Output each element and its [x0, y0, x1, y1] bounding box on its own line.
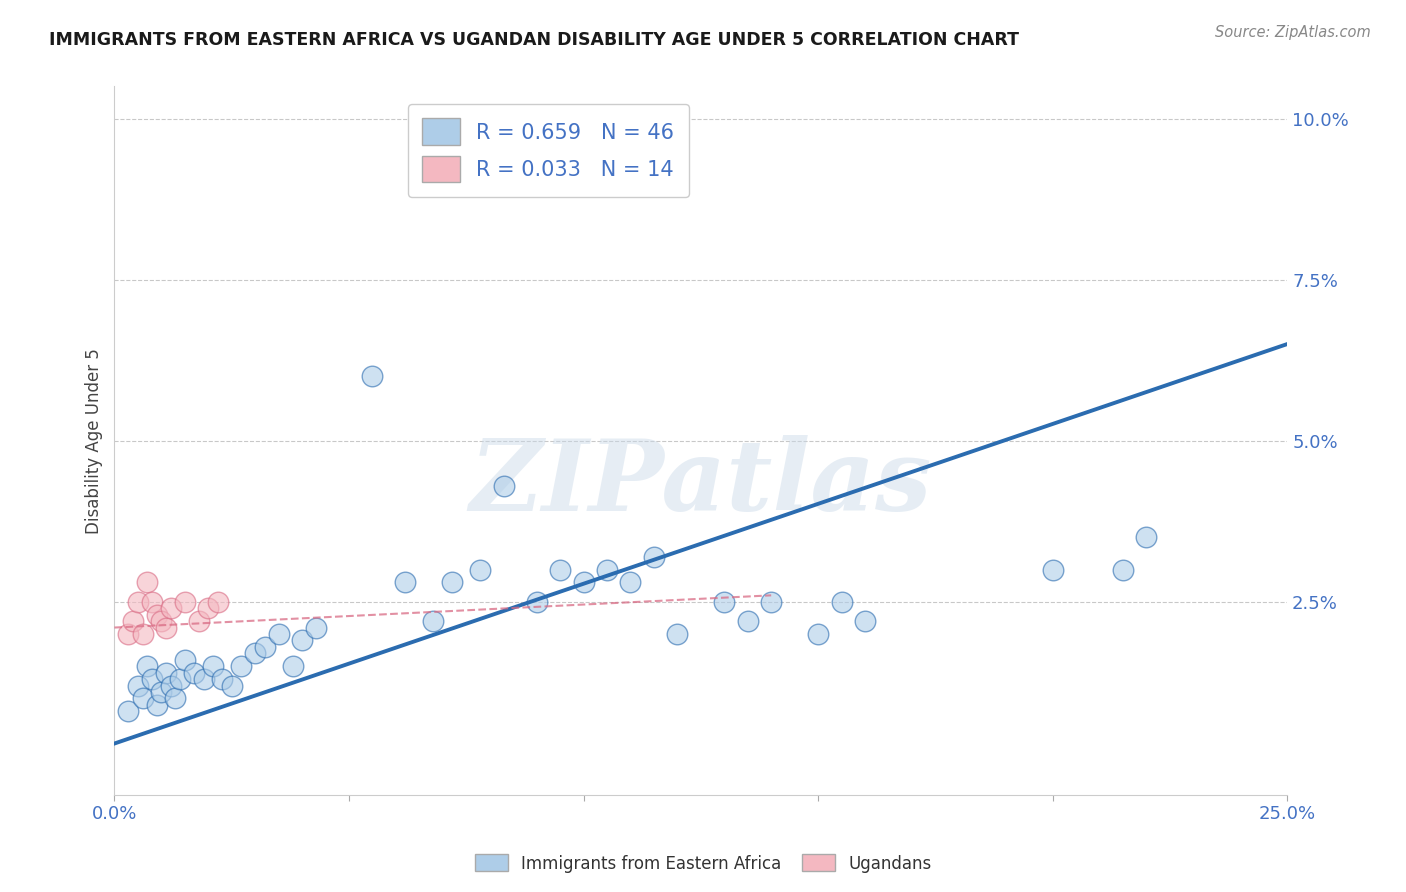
- Point: [122, 614, 145, 628]
- Point: [221, 679, 243, 693]
- Point: [211, 672, 233, 686]
- Point: [267, 627, 290, 641]
- Text: Source: ZipAtlas.com: Source: ZipAtlas.com: [1215, 25, 1371, 40]
- Point: [470, 563, 492, 577]
- Point: [361, 369, 384, 384]
- Point: [759, 595, 782, 609]
- Point: [422, 614, 444, 628]
- Legend: R = 0.659   N = 46, R = 0.033   N = 14: R = 0.659 N = 46, R = 0.033 N = 14: [408, 103, 689, 197]
- Point: [253, 640, 276, 654]
- Point: [526, 595, 548, 609]
- Point: [173, 595, 195, 609]
- Point: [183, 665, 205, 680]
- Point: [197, 601, 219, 615]
- Text: ZIPatlas: ZIPatlas: [470, 435, 932, 532]
- Point: [643, 549, 665, 564]
- Point: [201, 659, 224, 673]
- Point: [150, 685, 173, 699]
- Point: [141, 595, 163, 609]
- Point: [159, 679, 181, 693]
- Point: [492, 479, 515, 493]
- Legend: Immigrants from Eastern Africa, Ugandans: Immigrants from Eastern Africa, Ugandans: [468, 847, 938, 880]
- Point: [127, 595, 149, 609]
- Y-axis label: Disability Age Under 5: Disability Age Under 5: [86, 348, 103, 533]
- Point: [141, 672, 163, 686]
- Point: [169, 672, 191, 686]
- Point: [305, 621, 328, 635]
- Point: [737, 614, 759, 628]
- Point: [155, 621, 177, 635]
- Point: [155, 665, 177, 680]
- Point: [1042, 563, 1064, 577]
- Point: [187, 614, 209, 628]
- Point: [117, 704, 139, 718]
- Point: [127, 679, 149, 693]
- Point: [150, 614, 173, 628]
- Point: [136, 575, 159, 590]
- Point: [131, 691, 153, 706]
- Point: [117, 627, 139, 641]
- Point: [596, 563, 619, 577]
- Point: [548, 563, 571, 577]
- Point: [572, 575, 595, 590]
- Point: [229, 659, 252, 673]
- Point: [441, 575, 464, 590]
- Point: [131, 627, 153, 641]
- Point: [807, 627, 830, 641]
- Point: [619, 575, 641, 590]
- Point: [207, 595, 229, 609]
- Point: [831, 595, 853, 609]
- Point: [136, 659, 159, 673]
- Point: [145, 607, 167, 622]
- Point: [165, 691, 187, 706]
- Point: [145, 698, 167, 712]
- Point: [1112, 563, 1135, 577]
- Point: [853, 614, 876, 628]
- Point: [394, 575, 416, 590]
- Point: [291, 633, 314, 648]
- Point: [193, 672, 215, 686]
- Point: [666, 627, 689, 641]
- Point: [173, 653, 195, 667]
- Point: [159, 601, 181, 615]
- Point: [243, 646, 266, 660]
- Text: IMMIGRANTS FROM EASTERN AFRICA VS UGANDAN DISABILITY AGE UNDER 5 CORRELATION CHA: IMMIGRANTS FROM EASTERN AFRICA VS UGANDA…: [49, 31, 1019, 49]
- Point: [1135, 530, 1157, 544]
- Point: [713, 595, 735, 609]
- Point: [281, 659, 304, 673]
